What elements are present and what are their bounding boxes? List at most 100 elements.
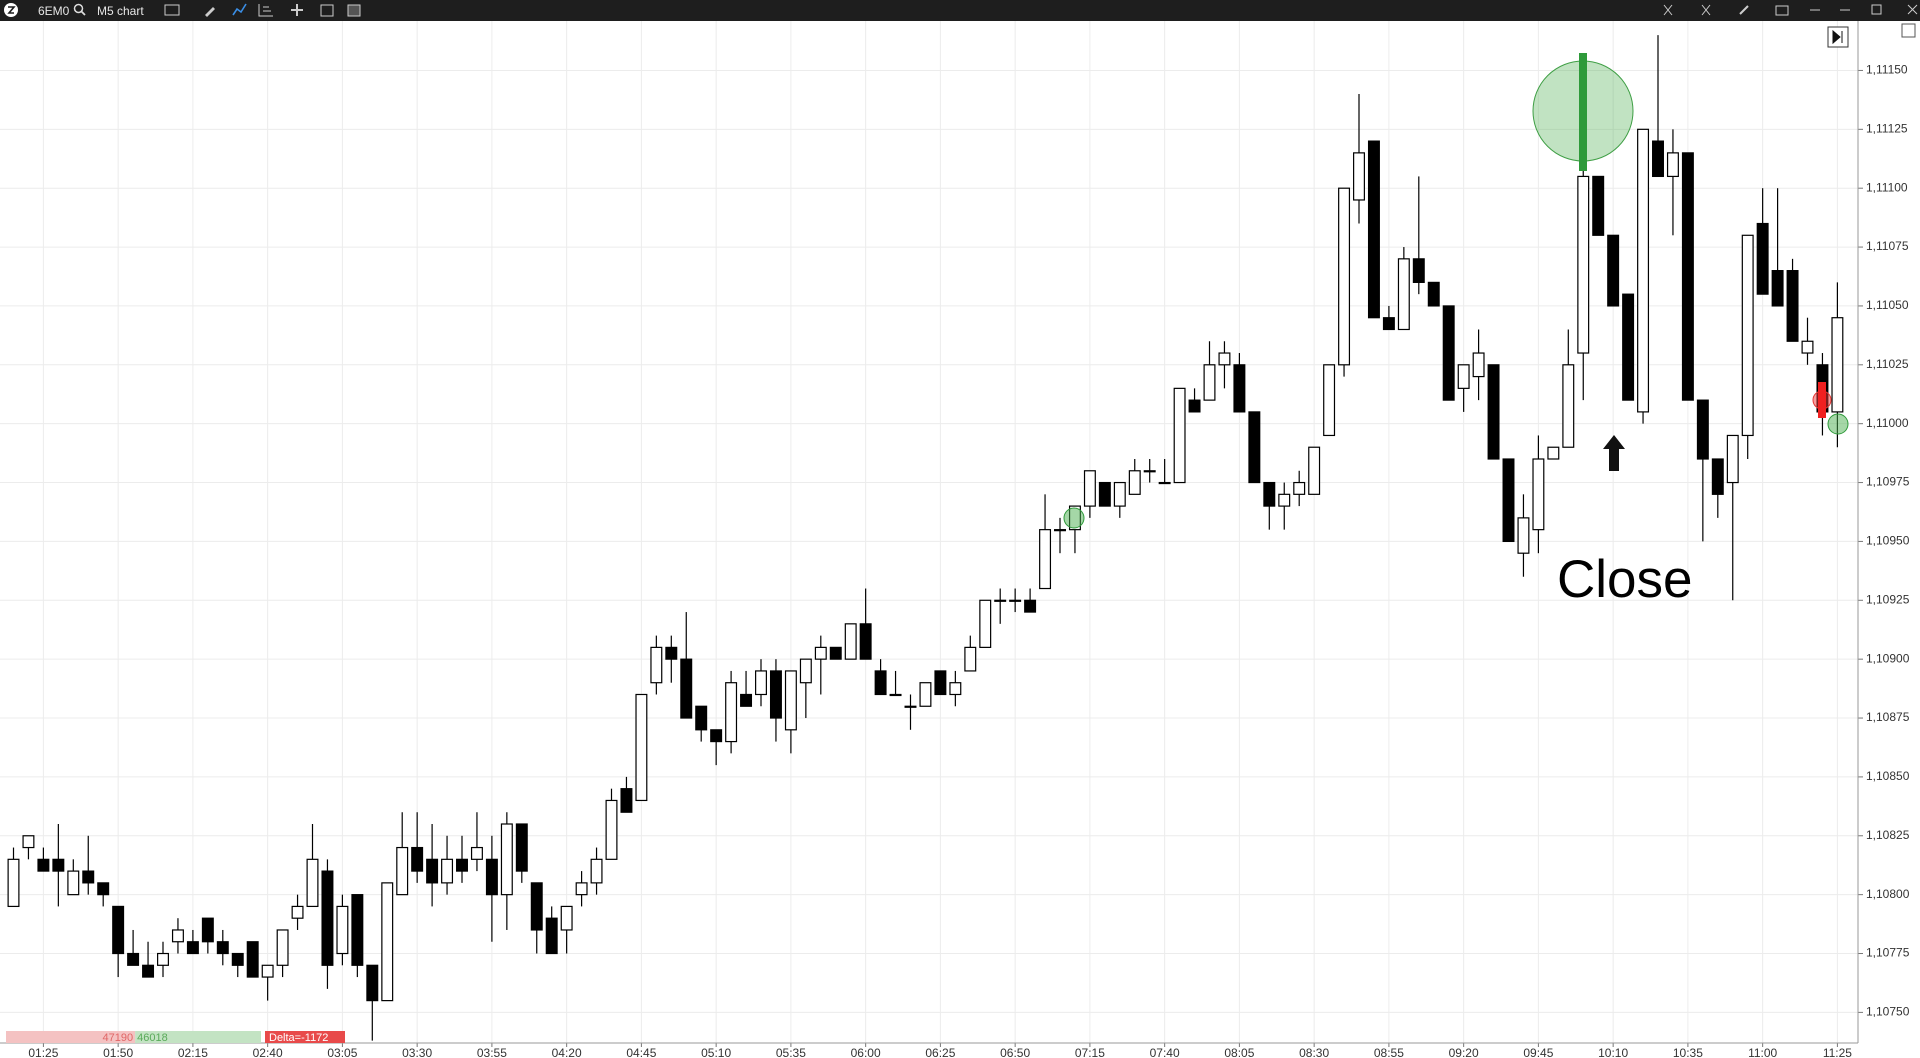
x-tick-label: 03:55 <box>477 1046 507 1058</box>
candle-body <box>366 964 379 1002</box>
candle-body <box>1098 481 1111 507</box>
icon[interactable] <box>164 4 180 16</box>
icon[interactable] <box>1775 5 1789 16</box>
candle-body <box>1308 446 1321 495</box>
x-tick-label: 02:40 <box>253 1046 283 1058</box>
candle-body <box>1592 175 1605 236</box>
x-tick-label: 02:15 <box>178 1046 208 1058</box>
candle-body <box>1083 470 1096 507</box>
sell-bar <box>1818 382 1826 418</box>
candle-body <box>1353 152 1365 201</box>
candle-body <box>411 846 424 872</box>
candle-body <box>1054 529 1066 532</box>
candle-body <box>964 646 977 672</box>
icon[interactable] <box>205 7 215 17</box>
candle-body <box>620 788 633 813</box>
x-tick-label: 09:20 <box>1449 1046 1479 1058</box>
x-tick-label: 10:35 <box>1673 1046 1703 1058</box>
icon[interactable] <box>320 4 334 17</box>
y-tick-label: 1,10925 <box>1866 592 1910 606</box>
candle-body <box>7 858 20 908</box>
x-tick-label: 04:45 <box>626 1046 656 1058</box>
y-tick-label: 1,11000 <box>1866 416 1909 430</box>
y-tick-label: 1,10850 <box>1866 769 1910 783</box>
candle-body <box>1622 293 1635 401</box>
candle-body <box>605 799 618 860</box>
candle-body <box>67 870 80 896</box>
candle-body <box>456 858 468 872</box>
y-tick-label: 1,10825 <box>1866 828 1910 842</box>
candle-body <box>82 870 95 884</box>
arrow-up <box>1603 435 1625 471</box>
candle-body <box>1771 270 1784 307</box>
candle-body <box>1517 517 1530 554</box>
icon[interactable] <box>258 4 273 17</box>
x-tick-label: 01:50 <box>103 1046 133 1058</box>
search-icon[interactable] <box>73 3 87 17</box>
candle-body <box>1203 364 1216 401</box>
icon[interactable] <box>1663 4 1673 16</box>
x-tick-label: 05:10 <box>701 1046 731 1058</box>
maximize[interactable] <box>1871 4 1882 15</box>
x-tick-label: 06:50 <box>1000 1046 1030 1058</box>
candle-body <box>1487 364 1500 460</box>
candle-body <box>934 670 947 696</box>
buy-volume-label: 46018 <box>137 1032 168 1044</box>
candle-body <box>1502 458 1515 543</box>
delta-label: Delta=-1172 <box>269 1032 328 1044</box>
icon[interactable] <box>1701 4 1711 16</box>
candle-body <box>1323 364 1336 437</box>
icon[interactable] <box>291 4 303 16</box>
candle-body <box>1831 317 1844 413</box>
candle-body <box>680 658 693 719</box>
icon[interactable] <box>232 3 247 16</box>
timeframe[interactable]: M5 chart <box>97 4 144 18</box>
x-tick-label: 11:25 <box>1823 1046 1852 1058</box>
candle-body <box>560 905 573 931</box>
candle-body <box>1457 364 1470 389</box>
x-tick-label: 07:40 <box>1150 1046 1180 1058</box>
candle-body <box>157 952 169 966</box>
logo[interactable] <box>3 2 19 18</box>
candle-body <box>1741 234 1754 437</box>
candle-body <box>216 941 229 955</box>
close-window[interactable] <box>1907 4 1918 15</box>
candle-body <box>829 646 842 660</box>
candle-body <box>710 729 723 743</box>
candle-body <box>246 941 259 978</box>
exit-marker <box>1827 413 1849 435</box>
symbol[interactable]: 6EM0 <box>38 4 70 18</box>
candle-body <box>1188 399 1201 413</box>
candle-body <box>1143 470 1156 473</box>
candle-body <box>1263 481 1276 507</box>
candle-body <box>650 646 663 684</box>
toolbar: 6EM0 M5 chart <box>0 0 1920 21</box>
candle-body <box>695 705 708 731</box>
annotations: Close <box>1063 23 1916 609</box>
candle-body <box>740 693 753 707</box>
candle-body <box>1427 281 1440 307</box>
x-tick-label: 06:25 <box>925 1046 955 1058</box>
icon[interactable] <box>1739 5 1749 15</box>
corner-button[interactable] <box>1901 23 1916 38</box>
candle-body <box>1711 458 1724 495</box>
icon[interactable] <box>347 4 361 17</box>
candle-body <box>1726 434 1739 484</box>
candle-body <box>291 905 304 919</box>
candle-body <box>321 870 334 966</box>
x-tick-label: 08:55 <box>1374 1046 1404 1058</box>
candle-body <box>1412 258 1425 283</box>
candle-body <box>1293 481 1306 495</box>
sell-volume-bar <box>6 1031 136 1043</box>
candle-body <box>127 952 140 966</box>
candle-body <box>396 846 409 896</box>
candle-body <box>1562 364 1575 448</box>
candle-body <box>37 858 50 872</box>
candle-body <box>441 858 454 884</box>
candle-body <box>919 682 932 707</box>
candle-body <box>470 846 483 860</box>
candle-body <box>97 882 110 896</box>
candle-body <box>1442 305 1455 401</box>
